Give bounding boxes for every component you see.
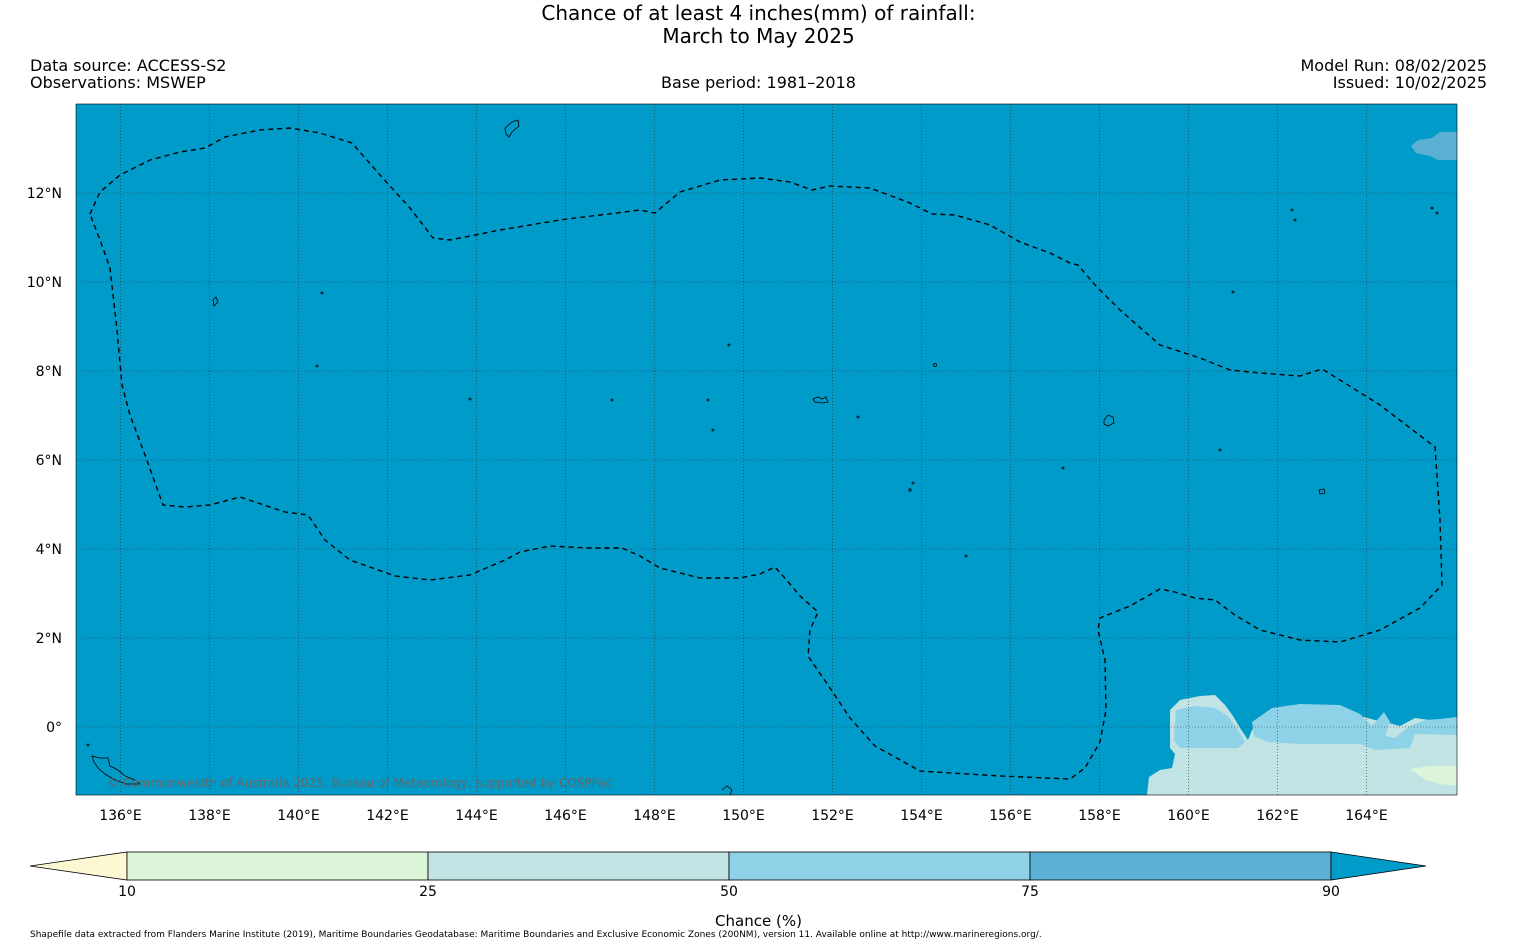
island-dot-8 bbox=[711, 428, 715, 432]
island-dot-9 bbox=[856, 415, 860, 419]
lon-tick-label: 144°E bbox=[455, 808, 498, 824]
colorbar-tick-label: 75 bbox=[1021, 884, 1039, 900]
island-dot-13 bbox=[1061, 466, 1065, 470]
colorbar-extend-high bbox=[1330, 851, 1427, 881]
lon-tick-label: 156°E bbox=[989, 808, 1032, 824]
lon-tick-label: 154°E bbox=[900, 808, 943, 824]
colorbar: 10 25 50 75 90 bbox=[29, 851, 1427, 900]
lon-tick-labels: 136°E 138°E 140°E 142°E 144°E 146°E 148°E 150°E… bbox=[99, 808, 1388, 824]
island-dot-14 bbox=[1218, 448, 1222, 452]
data-source: Data source: ACCESS-S2 bbox=[30, 56, 227, 75]
lon-tick-label: 160°E bbox=[1167, 808, 1210, 824]
map-figure: © Commonwealth of Australia 2025, Bureau… bbox=[27, 103, 1458, 900]
island-bottom-1 bbox=[721, 785, 733, 796]
island-dot-18 bbox=[1430, 206, 1434, 210]
island-dot-4 bbox=[320, 291, 324, 295]
island-dot-16 bbox=[1290, 208, 1294, 212]
island-dot-6 bbox=[610, 398, 614, 402]
map-frame bbox=[75, 103, 1458, 796]
footer-credit: Shapefile data extracted from Flanders M… bbox=[30, 930, 1042, 940]
map-background bbox=[76, 104, 1457, 795]
lat-tick-labels: 12°N 10°N 8°N 6°N 4°N 2°N 0° bbox=[27, 186, 62, 736]
lon-tick-label: 162°E bbox=[1256, 808, 1299, 824]
model-run: Model Run: 08/02/2025 bbox=[1300, 56, 1488, 75]
colorbar-extend-low bbox=[29, 851, 128, 881]
island-nw-new-guinea bbox=[91, 755, 142, 785]
colorbar-tick-label: 25 bbox=[419, 884, 437, 900]
island-yap bbox=[212, 296, 219, 307]
patch-top-right bbox=[1411, 132, 1457, 160]
island-dot-2 bbox=[727, 343, 731, 347]
lat-tick-label: 0° bbox=[46, 720, 62, 736]
island-dot-20 bbox=[86, 743, 90, 747]
lon-tick-label: 164°E bbox=[1345, 808, 1388, 824]
island-dot-5 bbox=[468, 397, 472, 401]
lon-tick-label: 140°E bbox=[277, 808, 320, 824]
colorbar-segment bbox=[126, 851, 429, 881]
run-info: Model Run: 08/02/2025 Issued: 10/02/2025 bbox=[1301, 57, 1488, 91]
island-dot-10 bbox=[908, 488, 912, 492]
lat-tick-label: 8°N bbox=[36, 364, 62, 380]
lon-tick-label: 136°E bbox=[99, 808, 142, 824]
graticule bbox=[76, 104, 1457, 795]
island-dot-11 bbox=[911, 481, 915, 485]
colorbar-tick-label: 90 bbox=[1322, 884, 1340, 900]
island-dot-19 bbox=[1435, 211, 1439, 215]
lon-tick-label: 138°E bbox=[188, 808, 231, 824]
lon-tick-label: 148°E bbox=[633, 808, 676, 824]
island-pohnpei bbox=[1103, 414, 1115, 427]
lat-tick-label: 2°N bbox=[36, 631, 62, 647]
eez-boundary bbox=[89, 127, 1443, 780]
patch-bottom-right bbox=[1410, 766, 1457, 786]
colorbar-tick-label: 10 bbox=[118, 884, 136, 900]
colorbar-segment bbox=[728, 851, 1031, 881]
lon-tick-label: 150°E bbox=[722, 808, 765, 824]
lon-tick-label: 142°E bbox=[366, 808, 409, 824]
lon-tick-label: 146°E bbox=[544, 808, 587, 824]
colorbar-segment bbox=[427, 851, 730, 881]
colorbar-label: Chance (%) bbox=[715, 912, 802, 930]
island-dot-3 bbox=[315, 364, 319, 368]
patch-mid bbox=[1174, 706, 1245, 748]
colorbar-segment bbox=[1029, 851, 1332, 881]
lat-tick-label: 12°N bbox=[27, 186, 62, 202]
island-dot-1 bbox=[933, 363, 937, 367]
issued-date: Issued: 10/02/2025 bbox=[1332, 73, 1487, 92]
lon-tick-label: 152°E bbox=[811, 808, 854, 824]
colorbar-tick-label: 50 bbox=[720, 884, 738, 900]
title-line-2: March to May 2025 bbox=[662, 24, 855, 48]
island-dot-17 bbox=[1293, 218, 1297, 222]
islands bbox=[86, 119, 1439, 796]
island-guam bbox=[504, 119, 520, 138]
island-dot-12 bbox=[964, 554, 968, 558]
island-dot-15 bbox=[1231, 290, 1235, 294]
observations: Observations: MSWEP bbox=[30, 73, 206, 92]
lat-tick-label: 4°N bbox=[36, 542, 62, 558]
lat-tick-label: 6°N bbox=[36, 453, 62, 469]
island-chuuk bbox=[812, 396, 829, 404]
lat-tick-label: 10°N bbox=[27, 275, 62, 291]
lon-tick-label: 158°E bbox=[1078, 808, 1121, 824]
title-line-1: Chance of at least 4 inches(mm) of rainf… bbox=[541, 1, 976, 25]
source-info: Data source: ACCESS-S2 Observations: MSW… bbox=[30, 57, 226, 91]
island-dot-7 bbox=[706, 398, 710, 402]
island-kosrae bbox=[1318, 488, 1326, 495]
copyright-text: © Commonwealth of Australia 2025, Bureau… bbox=[107, 776, 612, 790]
base-period: Base period: 1981–2018 bbox=[661, 73, 856, 92]
